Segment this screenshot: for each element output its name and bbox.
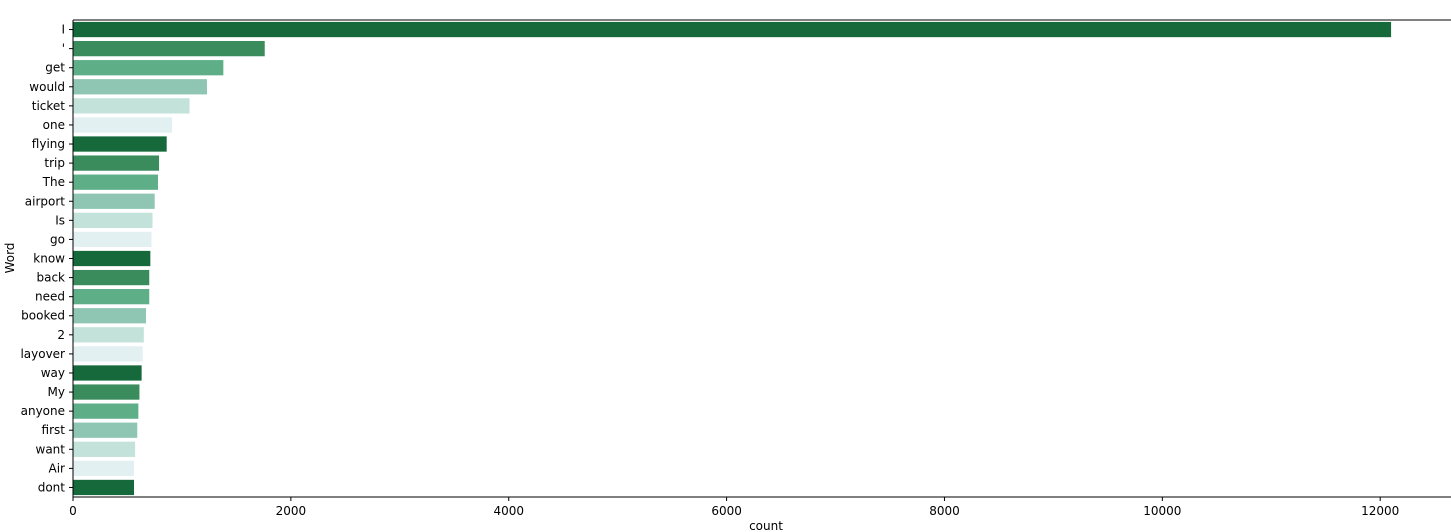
bar-10	[73, 212, 153, 228]
y-tick-label: booked	[21, 309, 65, 323]
x-tick-label: 4000	[493, 504, 524, 518]
y-tick-label: first	[42, 423, 66, 437]
y-tick-label: one	[43, 118, 65, 132]
bar-19	[73, 384, 140, 400]
bar-20	[73, 403, 139, 419]
y-tick-label: '	[62, 42, 65, 56]
bar-18	[73, 365, 142, 381]
x-tick-label: 10000	[1143, 504, 1181, 518]
bar-14	[73, 289, 150, 305]
bar-22	[73, 441, 136, 457]
y-axis-label: Word	[3, 243, 17, 274]
bar-6	[73, 136, 167, 152]
y-tick-label: The	[42, 175, 65, 189]
y-tick-label: way	[41, 366, 65, 380]
y-tick-label: go	[50, 232, 65, 246]
y-tick-label: dont	[38, 480, 66, 494]
bar-16	[73, 327, 144, 343]
bar-0	[73, 21, 1392, 38]
bar-24	[73, 479, 135, 496]
y-tick-label: Is	[55, 213, 65, 227]
y-tick-label: know	[33, 252, 65, 266]
y-tick-label: trip	[44, 156, 65, 170]
bar-3	[73, 79, 207, 95]
bar-4	[73, 98, 190, 114]
bar-11	[73, 231, 152, 248]
x-tick-label: 12000	[1361, 504, 1399, 518]
y-tick-label: 2	[57, 328, 65, 342]
x-tick-label: 8000	[929, 504, 960, 518]
y-tick-label: My	[48, 385, 65, 399]
x-tick-label: 2000	[276, 504, 307, 518]
y-tick-label: back	[36, 271, 65, 285]
bar-2	[73, 60, 224, 76]
y-tick-label: need	[35, 290, 65, 304]
bar-15	[73, 308, 146, 324]
bar-1	[73, 40, 265, 57]
bar-21	[73, 422, 138, 438]
y-ticks-group: I ' get would ticket one flying trip The airport I…	[20, 23, 73, 494]
bar-8	[73, 174, 158, 190]
bar-13	[73, 269, 150, 286]
y-tick-label: would	[29, 80, 65, 94]
x-axis-label: count	[749, 519, 783, 532]
bar-17	[73, 346, 143, 362]
y-tick-label: airport	[25, 194, 66, 208]
bar-7	[73, 155, 160, 171]
y-tick-label: I	[61, 23, 65, 37]
y-tick-label: Air	[49, 461, 66, 475]
y-tick-label: get	[45, 61, 65, 75]
x-tick-label: 6000	[711, 504, 742, 518]
y-tick-label: anyone	[21, 404, 65, 418]
bar-9	[73, 193, 155, 209]
x-ticks-group: 0 2000 4000 6000 8000 10000 12000	[69, 497, 1399, 518]
bar-23	[73, 460, 135, 477]
y-tick-label: layover	[20, 347, 65, 361]
bars-group	[73, 21, 1392, 496]
bar-12	[73, 250, 151, 267]
y-tick-label: want	[36, 442, 66, 456]
x-tick-label: 0	[69, 504, 77, 518]
y-tick-label: flying	[32, 137, 65, 151]
y-tick-label: ticket	[32, 99, 66, 113]
bar-5	[73, 117, 173, 133]
